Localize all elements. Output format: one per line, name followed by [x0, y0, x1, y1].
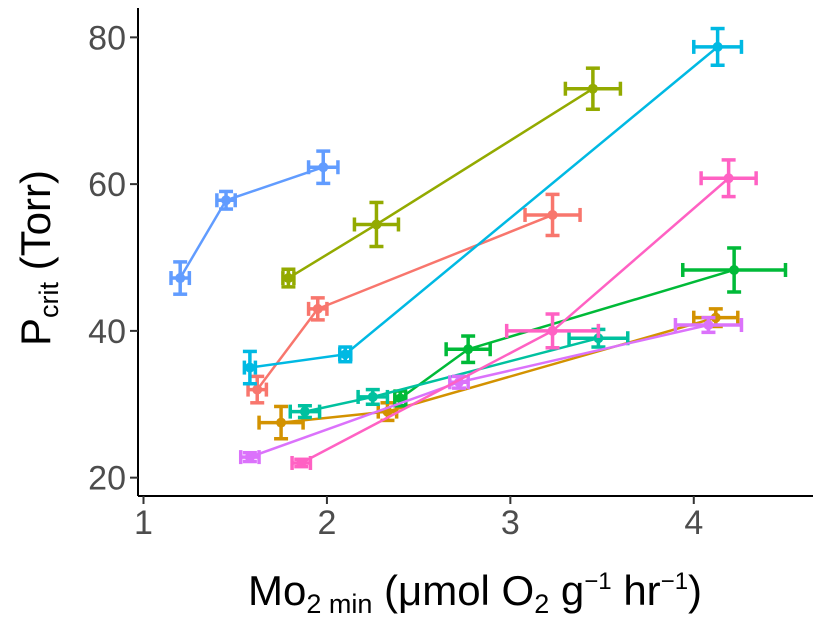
error-bars	[306, 296, 329, 322]
data-point	[729, 264, 740, 275]
axes: 1 2 3 4 20 40 60 80	[88, 8, 813, 542]
data-point	[547, 209, 558, 220]
data-point	[318, 162, 329, 173]
data-point	[252, 384, 263, 395]
data-point	[312, 303, 323, 314]
data-point	[463, 344, 474, 355]
series-7	[169, 149, 340, 296]
x-axis-title-hr-sup: −1	[661, 568, 688, 595]
series-4	[393, 246, 788, 408]
y-axis-title-rest: (Torr)	[12, 170, 59, 282]
data-point	[712, 41, 723, 52]
data-point	[723, 173, 734, 184]
x-axis-title-g: g	[549, 567, 584, 614]
data-point	[703, 320, 714, 331]
series-line	[179, 166, 324, 279]
x-tick-label: 1	[134, 504, 153, 542]
y-tick-label: 80	[88, 19, 126, 57]
x-axis-title-mu: μ	[398, 567, 422, 614]
x-axis-title-o-sub: 2	[534, 589, 549, 619]
data-point	[371, 219, 382, 230]
series-6	[242, 26, 744, 386]
series-line	[287, 87, 594, 280]
y-axis-title-main: P	[12, 318, 59, 346]
data-point	[367, 391, 378, 402]
data-point	[283, 273, 294, 284]
data-point	[593, 333, 604, 344]
data-point	[221, 195, 232, 206]
x-axis-title-main: Mo	[248, 567, 306, 614]
data-point	[244, 362, 255, 373]
series-line	[280, 316, 717, 424]
x-axis-title-sub: 2 min	[306, 589, 372, 619]
x-axis-title-unit: mol O	[422, 567, 534, 614]
x-axis-title-close: )	[688, 567, 702, 614]
y-tick-label: 40	[88, 313, 126, 351]
x-tick-label: 2	[317, 504, 336, 542]
x-axis-title: Mo2 min (μmol O2 g−1 hr−1)	[248, 567, 702, 619]
data-point	[340, 349, 351, 360]
data-point	[276, 417, 287, 428]
y-axis-title-sub: crit	[34, 281, 64, 317]
data-point	[395, 393, 406, 404]
x-axis-title-g-sup: −1	[584, 568, 611, 595]
data-point	[296, 457, 307, 468]
y-axis-title: Pcrit (Torr)	[12, 170, 64, 346]
data-point	[175, 273, 186, 284]
series-8	[238, 315, 744, 465]
data-point	[710, 312, 721, 323]
x-tick-label: 4	[684, 504, 703, 542]
series-5	[288, 327, 630, 420]
x-axis-title-open: (	[372, 567, 398, 614]
series-line	[256, 213, 554, 391]
data-point	[547, 325, 558, 336]
data-point	[587, 83, 598, 94]
y-tick-label: 60	[88, 166, 126, 204]
y-tick-label: 20	[88, 460, 126, 498]
x-tick-label: 3	[501, 504, 520, 542]
error-bars	[169, 260, 192, 296]
data-point	[244, 452, 255, 463]
plot-area	[169, 26, 788, 470]
series-3	[281, 66, 623, 289]
x-axis-title-hr: hr	[612, 567, 661, 614]
series-9	[290, 158, 758, 470]
data-point	[299, 406, 310, 417]
series-line	[300, 177, 730, 465]
